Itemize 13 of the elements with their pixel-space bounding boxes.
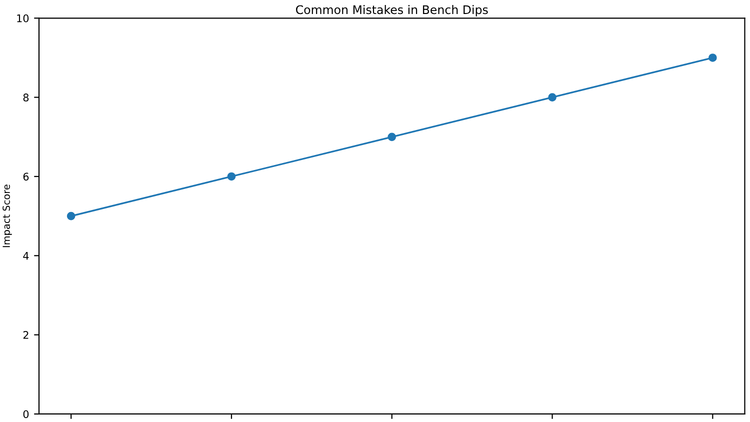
chart-title: Common Mistakes in Bench Dips <box>296 5 488 16</box>
point <box>388 132 396 142</box>
y-tick-label: 4 <box>23 252 29 260</box>
point <box>227 172 236 181</box>
y-tick-label: 10 <box>17 14 29 22</box>
y-tick-label: 0 <box>23 410 29 418</box>
point <box>548 93 556 102</box>
y-axis-title: Impact Score <box>2 184 12 248</box>
y-tick-label: 2 <box>23 331 28 339</box>
y-tick-label: 6 <box>23 172 29 181</box>
y-tick-label: 8 <box>23 94 29 102</box>
point <box>66 212 76 220</box>
point <box>708 54 717 62</box>
